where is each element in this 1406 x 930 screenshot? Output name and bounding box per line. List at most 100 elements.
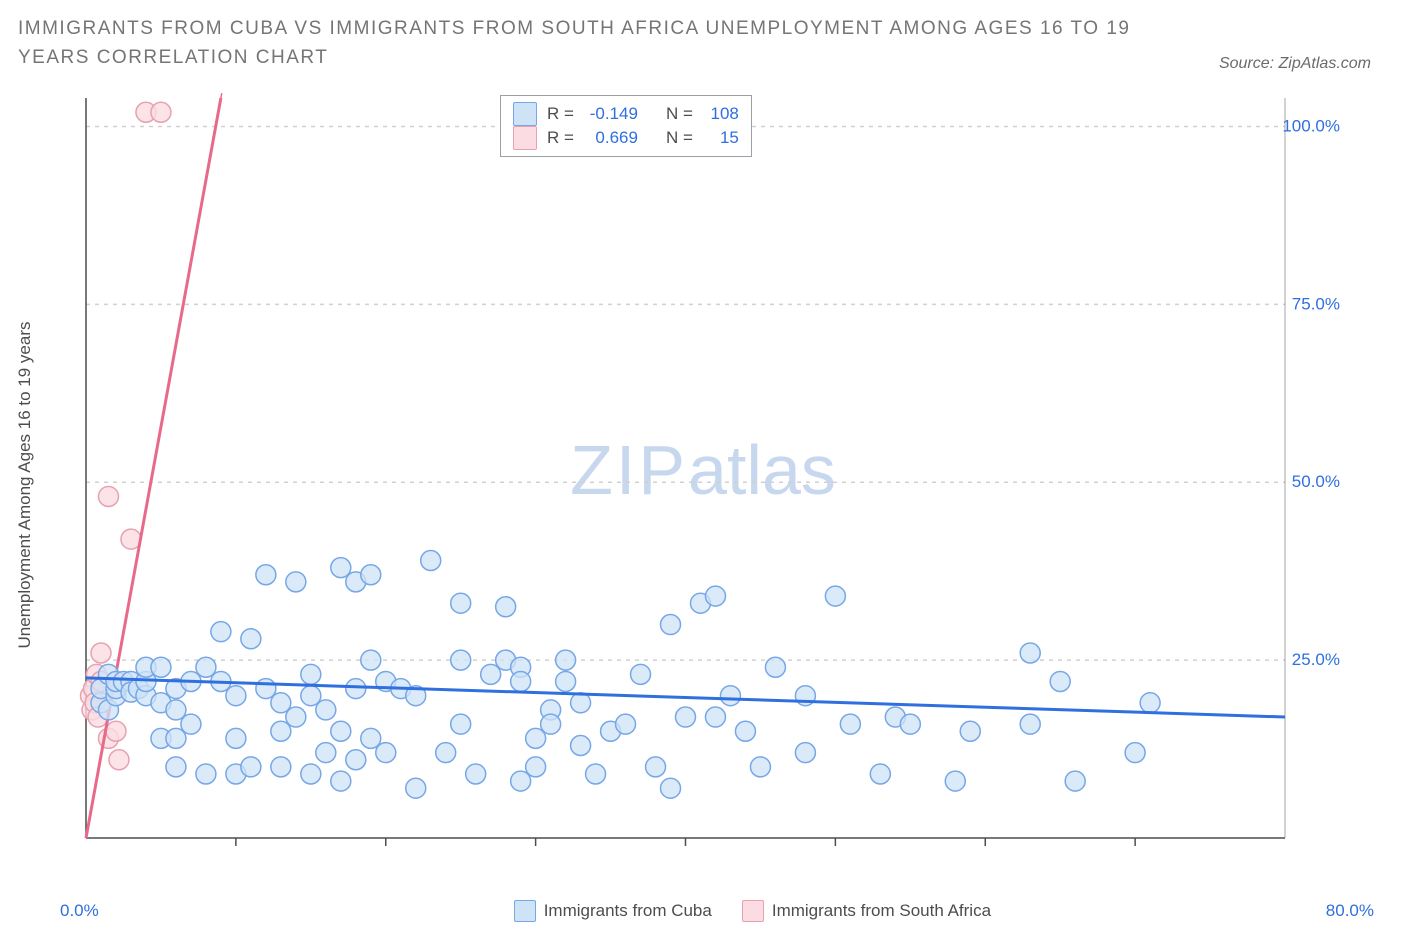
data-point-cuba	[870, 764, 890, 784]
data-point-cuba	[526, 757, 546, 777]
data-point-cuba	[1020, 714, 1040, 734]
data-point-cuba	[301, 764, 321, 784]
data-point-cuba	[166, 700, 186, 720]
y-tick-label: 50.0%	[1292, 472, 1340, 491]
data-point-cuba	[960, 721, 980, 741]
data-point-cuba	[151, 657, 171, 677]
legend-item: Immigrants from Cuba	[514, 900, 712, 922]
data-point-cuba	[346, 679, 366, 699]
data-point-cuba	[765, 657, 785, 677]
data-point-cuba	[511, 671, 531, 691]
data-point-cuba	[421, 551, 441, 571]
data-point-cuba	[586, 764, 606, 784]
data-point-cuba	[346, 750, 366, 770]
n-label: N =	[666, 102, 693, 126]
data-point-cuba	[556, 671, 576, 691]
legend-swatch	[742, 900, 764, 922]
data-point-south-africa	[151, 102, 171, 122]
r-value: 0.669	[584, 126, 638, 150]
trend-line-south-africa-dash	[221, 90, 245, 98]
data-point-cuba	[1020, 643, 1040, 663]
legend-item: Immigrants from South Africa	[742, 900, 991, 922]
data-point-cuba	[676, 707, 696, 727]
data-point-cuba	[286, 572, 306, 592]
data-point-cuba	[466, 764, 486, 784]
y-tick-label: 75.0%	[1292, 294, 1340, 313]
chart-title: IMMIGRANTS FROM CUBA VS IMMIGRANTS FROM …	[18, 15, 1206, 72]
data-point-south-africa	[109, 750, 129, 770]
data-point-cuba	[286, 707, 306, 727]
data-point-cuba	[451, 593, 471, 613]
data-point-cuba	[720, 686, 740, 706]
plot-area: Unemployment Among Ages 16 to 19 years 2…	[60, 90, 1370, 880]
data-point-cuba	[541, 714, 561, 734]
data-point-cuba	[436, 743, 456, 763]
data-point-cuba	[271, 693, 291, 713]
data-point-cuba	[376, 743, 396, 763]
correlation-legend-row: R =0.669N =15	[513, 126, 739, 150]
y-axis-label: Unemployment Among Ages 16 to 19 years	[15, 322, 35, 649]
data-point-cuba	[451, 650, 471, 670]
data-point-cuba	[481, 664, 501, 684]
x-axis-min-label: 0.0%	[60, 901, 99, 921]
data-point-cuba	[301, 664, 321, 684]
data-point-cuba	[556, 650, 576, 670]
legend-label: Immigrants from Cuba	[544, 901, 712, 921]
data-point-cuba	[1065, 771, 1085, 791]
data-point-cuba	[661, 778, 681, 798]
data-point-cuba	[316, 700, 336, 720]
r-label: R =	[547, 126, 574, 150]
x-axis-max-label: 80.0%	[1326, 901, 1374, 921]
data-point-south-africa	[98, 486, 118, 506]
data-point-cuba	[331, 721, 351, 741]
data-point-cuba	[166, 757, 186, 777]
data-point-cuba	[1125, 743, 1145, 763]
data-point-south-africa	[91, 643, 111, 663]
data-point-cuba	[825, 586, 845, 606]
data-point-cuba	[226, 728, 246, 748]
data-point-cuba	[406, 778, 426, 798]
data-point-cuba	[571, 736, 591, 756]
data-point-cuba	[271, 721, 291, 741]
bottom-legend-bar: 0.0% Immigrants from CubaImmigrants from…	[0, 900, 1406, 922]
data-point-cuba	[211, 622, 231, 642]
y-tick-label: 25.0%	[1292, 650, 1340, 669]
r-label: R =	[547, 102, 574, 126]
r-value: -0.149	[584, 102, 638, 126]
data-point-cuba	[256, 565, 276, 585]
data-point-cuba	[646, 757, 666, 777]
data-point-cuba	[196, 764, 216, 784]
series-legend: Immigrants from Cuba Immigrants from Sout…	[99, 900, 1406, 922]
data-point-cuba	[241, 757, 261, 777]
data-point-cuba	[735, 721, 755, 741]
data-point-cuba	[226, 686, 246, 706]
data-point-cuba	[451, 714, 471, 734]
data-point-cuba	[795, 743, 815, 763]
data-point-cuba	[661, 615, 681, 635]
n-label: N =	[666, 126, 693, 150]
legend-swatch	[514, 900, 536, 922]
data-point-cuba	[571, 693, 591, 713]
data-point-cuba	[840, 714, 860, 734]
data-point-cuba	[900, 714, 920, 734]
data-point-cuba	[526, 728, 546, 748]
data-point-cuba	[181, 714, 201, 734]
correlation-legend: R =-0.149N =108R =0.669N =15	[500, 95, 752, 157]
data-point-cuba	[256, 679, 276, 699]
data-point-cuba	[631, 664, 651, 684]
data-point-cuba	[705, 586, 725, 606]
source-label: Source: ZipAtlas.com	[1219, 55, 1371, 73]
data-point-cuba	[1140, 693, 1160, 713]
data-point-cuba	[301, 686, 321, 706]
legend-swatch	[513, 126, 537, 150]
correlation-legend-row: R =-0.149N =108	[513, 102, 739, 126]
data-point-cuba	[331, 558, 351, 578]
data-point-cuba	[361, 728, 381, 748]
data-point-cuba	[1050, 671, 1070, 691]
data-point-cuba	[616, 714, 636, 734]
data-point-cuba	[705, 707, 725, 727]
data-point-cuba	[271, 757, 291, 777]
data-point-cuba	[361, 650, 381, 670]
data-point-cuba	[750, 757, 770, 777]
data-point-cuba	[511, 771, 531, 791]
